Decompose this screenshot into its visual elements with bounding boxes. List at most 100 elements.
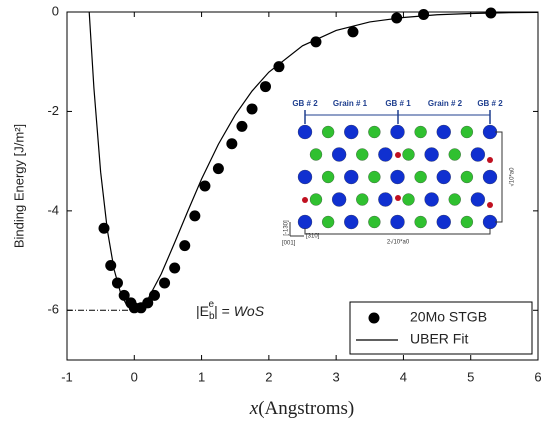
annotation-sup: e: [209, 299, 215, 310]
legend-label: 20Mo STGB: [410, 309, 487, 325]
s-atom: [368, 170, 381, 184]
plot-frame: [66, 11, 539, 361]
y-tick-label: -4: [47, 202, 59, 217]
data-point: [169, 262, 181, 274]
s-atom: [321, 170, 335, 184]
fit-line: [88, 11, 539, 311]
x-tick-label: 2: [265, 369, 272, 384]
s-atom: [368, 215, 381, 229]
mo-atom: [297, 214, 313, 230]
inset-label: √10*a0: [509, 167, 516, 187]
data-point: [189, 210, 201, 222]
annotation-part: WoS: [234, 303, 265, 319]
y-tick-label: 0: [52, 3, 59, 18]
mo-atom: [344, 214, 359, 230]
s-atom: [414, 215, 427, 229]
s-atom: [460, 215, 474, 229]
inset-axis-label: [310]: [306, 234, 320, 240]
s-atom: [356, 148, 369, 161]
x-tick-label: 3: [333, 369, 340, 384]
annotation: |Ebe| = WoS: [196, 299, 265, 322]
mo-atom: [378, 192, 393, 207]
inset-bracket: [495, 131, 503, 223]
inset-label: Grain # 2: [428, 99, 463, 108]
y-tick-label: -6: [47, 302, 59, 317]
s-atom: [321, 125, 335, 139]
mo-atom: [390, 169, 405, 185]
inset-label: Grain # 1: [333, 99, 368, 108]
mo-atom: [378, 147, 393, 162]
s-atom: [402, 148, 415, 161]
defect-atom: [395, 152, 401, 158]
x-tick-label: 0: [131, 369, 138, 384]
y-tick-label: -2: [47, 103, 59, 118]
inset-label: GB # 2: [477, 99, 503, 108]
defect-atom: [487, 202, 493, 208]
s-atom: [368, 125, 381, 139]
mo-atom: [297, 169, 313, 185]
mo-atom: [482, 124, 498, 140]
data-point: [226, 138, 238, 150]
s-atom: [460, 170, 474, 184]
mo-atom: [390, 214, 405, 230]
mo-atom: [297, 124, 313, 140]
annotation-part: | =: [214, 303, 234, 319]
inset-label: GB # 2: [292, 99, 318, 108]
data-point: [418, 8, 430, 20]
s-atom: [414, 125, 427, 139]
s-atom: [448, 193, 461, 206]
defect-atom: [487, 157, 493, 163]
data-point: [259, 81, 271, 93]
s-atom: [321, 215, 335, 229]
annotation-part: |E: [196, 303, 209, 319]
mo-atom: [470, 192, 486, 207]
s-atom: [402, 193, 415, 206]
x-axis-label: x(Angstroms): [249, 398, 355, 419]
mo-atom: [470, 147, 486, 162]
data-point: [310, 36, 322, 48]
inset: GB # 2 Grain # 1 GB # 1 Grain # 2 GB # 2 √10*…: [282, 99, 516, 246]
x-tick-label: -1: [61, 369, 73, 384]
x-tick-label: 1: [198, 369, 205, 384]
mo-atom: [331, 147, 347, 162]
legend: 20Mo STGB UBER Fit: [349, 301, 533, 355]
mo-atom: [482, 214, 498, 230]
inset-axis-label: [001]: [282, 241, 296, 247]
mo-atom: [436, 169, 451, 185]
mo-atom: [390, 124, 405, 140]
data-point: [246, 103, 258, 115]
data-point: [159, 277, 171, 289]
inset-axis-label: [-130]: [284, 220, 290, 236]
mo-atom: [344, 124, 359, 140]
mo-atom: [424, 192, 439, 207]
data-point: [347, 26, 359, 38]
mo-atom: [436, 124, 451, 140]
s-atom: [309, 193, 323, 206]
inset-label: 2√10*a0: [387, 239, 410, 246]
defect-atom: [302, 197, 308, 203]
x-variable: x: [249, 398, 259, 419]
mo-atom: [436, 214, 451, 230]
y-axis-label: Binding Energy [J/m²]: [11, 124, 26, 248]
legend-box: [349, 301, 533, 355]
x-tick-label: 6: [534, 369, 541, 384]
s-atom: [448, 148, 461, 161]
x-tick-label: 4: [400, 369, 407, 384]
defect-atom: [395, 195, 401, 201]
data-point: [148, 289, 160, 301]
mo-atom: [344, 169, 359, 185]
mo-atom: [424, 147, 439, 162]
data-point: [199, 180, 211, 192]
mo-atom: [331, 192, 347, 207]
x-unit: (Angstroms): [258, 398, 354, 419]
data-point: [273, 61, 285, 73]
mo-atom: [482, 169, 498, 185]
s-atom: [414, 170, 427, 184]
s-atom: [309, 148, 323, 161]
inset-label: GB # 1: [385, 99, 411, 108]
legend-marker: [368, 312, 380, 324]
s-atom: [356, 193, 369, 206]
data-point: [118, 289, 130, 301]
s-atom: [460, 125, 474, 139]
